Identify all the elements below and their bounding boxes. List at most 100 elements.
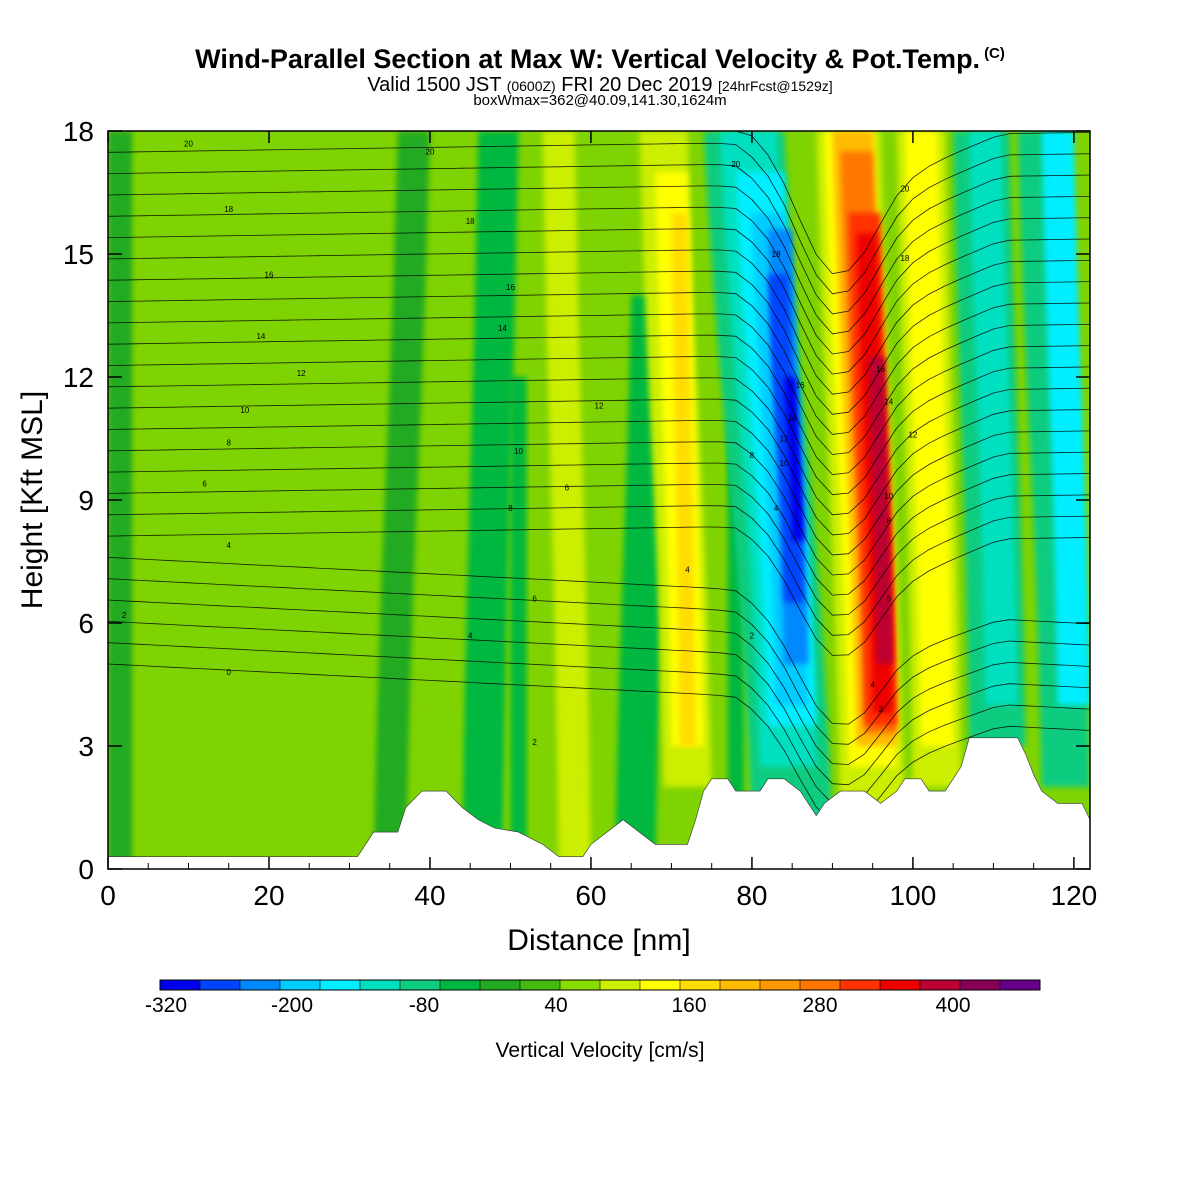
theta-contour <box>108 663 1090 826</box>
colorbar-swatch <box>600 980 641 990</box>
y-tick-label: 18 <box>63 116 94 147</box>
contour-label: 14 <box>498 324 507 333</box>
contour-label: 16 <box>876 365 885 374</box>
theta-contour <box>108 578 1090 745</box>
theta-contour <box>108 292 1090 435</box>
colorbar-label: Vertical Velocity [cm/s] <box>496 1039 705 1062</box>
theta-contour <box>108 142 1090 295</box>
forecast-info-text: [24hrFcst@1529z] <box>718 78 833 94</box>
contour-label: 8 <box>508 504 513 513</box>
plot-area: 0 2 4 6 8 10 12 14 16 18 20 20 18 16 14 12 10 8 6 6 4 2 4 2 8 20 1… <box>108 131 1090 869</box>
contour-label: 12 <box>297 369 306 378</box>
contour-label: 12 <box>780 435 789 444</box>
x-tick-label: 60 <box>575 880 606 911</box>
colorbar-swatch <box>560 980 601 990</box>
chart-subtitle: Valid 1500 JST (0600Z) FRI 20 Dec 2019 [… <box>0 74 1200 97</box>
contour-label: 10 <box>780 459 789 468</box>
theta-contour <box>108 419 1090 556</box>
colorbar-swatch <box>720 980 761 990</box>
colorbar-swatch <box>480 980 521 990</box>
theta-contour <box>108 505 1090 636</box>
colorbar-tick-label: 280 <box>802 994 837 1017</box>
contour-label: 14 <box>884 398 893 407</box>
theta-contour <box>108 599 1090 765</box>
contour-label: 6 <box>532 594 537 603</box>
contour-label: 4 <box>774 504 779 513</box>
contour-label: 14 <box>256 332 265 341</box>
contour-label: 14 <box>788 414 797 423</box>
colorbar-swatch <box>760 980 801 990</box>
valid-time-text: Valid 1500 JST <box>367 74 502 96</box>
box-info: boxWmax=362@40.09,141.30,1624m <box>473 92 727 109</box>
velocity-band <box>1041 131 1090 705</box>
theta-contour <box>108 526 1090 656</box>
valid-date-text: FRI 20 Dec 2019 <box>561 74 713 96</box>
colorbar-tick-label: 40 <box>544 994 567 1017</box>
colorbar-tick-label: 400 <box>935 994 970 1017</box>
theta-contour <box>108 164 1090 315</box>
contour-label: 18 <box>466 217 475 226</box>
contour-label: 2 <box>750 631 755 640</box>
velocity-field <box>108 131 1090 869</box>
x-tick-label: 100 <box>890 880 937 911</box>
theta-contour <box>108 356 1090 496</box>
contour-label: 6 <box>202 480 207 489</box>
x-tick-label: 20 <box>253 880 284 911</box>
contour-label: 16 <box>796 381 805 390</box>
y-tick-label: 9 <box>78 485 94 516</box>
contour-label: 10 <box>884 492 893 501</box>
contour-label: 8 <box>750 451 755 460</box>
contour-label: 12 <box>595 402 604 411</box>
theta-contour <box>108 270 1090 415</box>
colorbar-swatch <box>520 980 561 990</box>
colorbar-tick-label: -80 <box>409 994 439 1017</box>
theta-contour <box>108 398 1090 536</box>
colorbar-swatch <box>360 980 401 990</box>
chart-title: Wind-Parallel Section at Max W: Vertical… <box>0 44 1200 75</box>
y-tick-label: 15 <box>63 239 94 270</box>
copyright-mark: (C) <box>984 45 1005 62</box>
y-tick-label: 0 <box>78 854 94 885</box>
y-axis-label: Height [Kft MSL] <box>16 391 49 609</box>
contour-label: 20 <box>731 160 740 169</box>
x-tick-label: 120 <box>1051 880 1098 911</box>
colorbar-tick-label: -320 <box>145 994 187 1017</box>
contour-label: 12 <box>908 430 917 439</box>
theta-contour <box>108 313 1090 455</box>
velocity-band <box>671 213 696 746</box>
contour-label: 8 <box>887 517 892 526</box>
velocity-band <box>969 131 1018 705</box>
contour-label: 6 <box>565 484 570 493</box>
colorbar-swatch <box>160 980 201 990</box>
contour-label: 2 <box>878 705 883 714</box>
contour-label: 18 <box>900 254 909 263</box>
contour-label: 16 <box>506 283 515 292</box>
chart-title-text: Wind-Parallel Section at Max W: Vertical… <box>195 44 981 74</box>
colorbar-swatch <box>240 980 281 990</box>
colorbar-swatch <box>680 980 721 990</box>
colorbar-swatch <box>880 980 921 990</box>
contour-label: 10 <box>240 406 249 415</box>
theta-contour <box>108 441 1090 576</box>
contour-label: 20 <box>426 148 435 157</box>
theta-contour-labels: 0 2 4 6 8 10 12 14 16 18 20 20 18 16 14 12 10 8 6 6 4 2 4 2 8 20 1… <box>122 139 918 747</box>
x-tick-label: 40 <box>414 880 445 911</box>
velocity-band <box>868 356 893 664</box>
contour-label: 10 <box>514 447 523 456</box>
contour-label: 18 <box>772 250 781 259</box>
contour-label: 20 <box>184 139 193 148</box>
y-tick-label: 12 <box>63 362 94 393</box>
valid-utc-text: (0600Z) <box>506 78 556 94</box>
contour-label: 4 <box>870 681 875 690</box>
theta-contour <box>108 131 1090 275</box>
theta-contour <box>108 462 1090 596</box>
theta-contours <box>108 131 1090 826</box>
terrain-outline <box>108 737 1090 858</box>
x-tick-label: 80 <box>736 880 767 911</box>
colorbar-tick-label: -200 <box>271 994 313 1017</box>
theta-contour <box>108 334 1090 476</box>
theta-contour <box>108 557 1090 725</box>
colorbar-swatch <box>840 980 881 990</box>
colorbar-swatch <box>280 980 321 990</box>
